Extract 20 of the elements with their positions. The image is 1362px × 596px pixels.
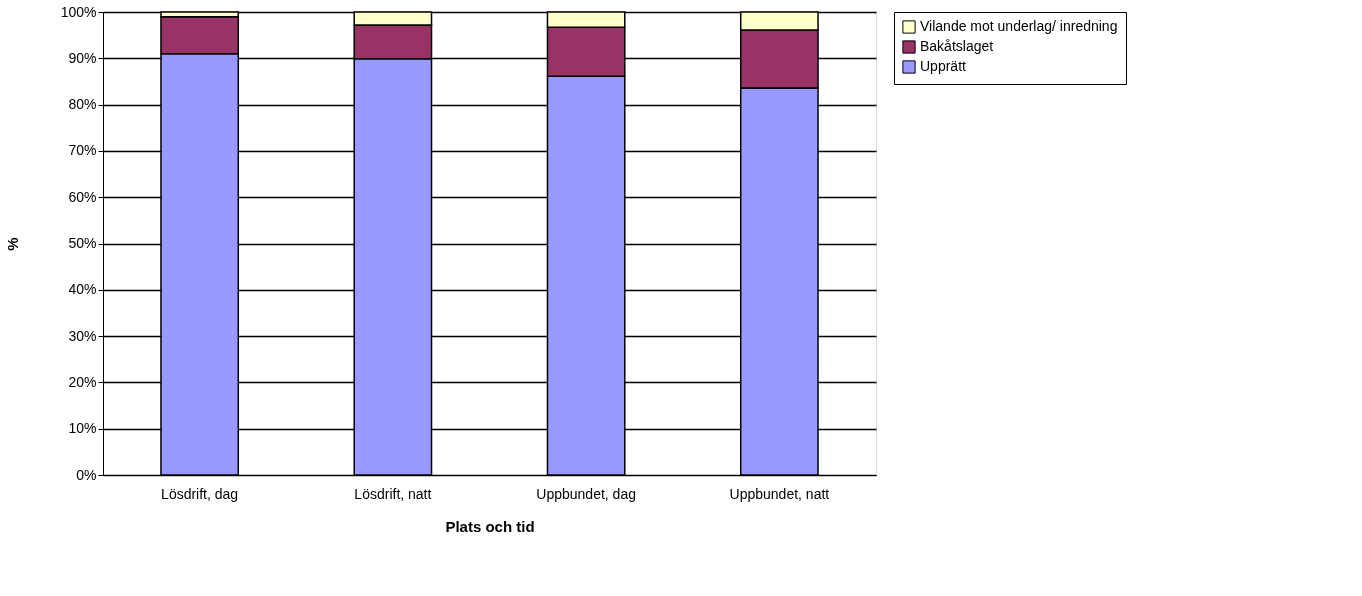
y-tick-label: 80% xyxy=(68,96,97,113)
x-tick-label: Lösdrift, dag xyxy=(161,485,239,502)
x-axis-title: Plats och tid xyxy=(445,517,535,535)
y-tick-label: 30% xyxy=(68,327,97,344)
y-tick-label: 10% xyxy=(68,420,97,437)
x-tick-label: Uppbundet, natt xyxy=(729,485,830,502)
y-tick-label: 100% xyxy=(60,3,97,20)
y-tick-label: 40% xyxy=(68,281,97,298)
y-tick-label: 60% xyxy=(68,188,97,205)
y-tick-label: 70% xyxy=(68,142,97,159)
y-tick-label: 90% xyxy=(68,49,97,66)
x-tick-label: Lösdrift, natt xyxy=(354,485,432,502)
y-tick-label: 20% xyxy=(68,373,97,390)
y-axis-title: % xyxy=(3,237,21,251)
x-tick-label: Uppbundet, dag xyxy=(536,485,636,502)
y-tick-label: 50% xyxy=(68,235,97,251)
legend-label: Upprätt xyxy=(920,58,967,74)
y-tick-label: 0% xyxy=(76,466,97,483)
legend-label: Bakåtslaget xyxy=(920,38,994,54)
legend-label: Vilande mot underlag/ inredning xyxy=(920,18,1118,34)
